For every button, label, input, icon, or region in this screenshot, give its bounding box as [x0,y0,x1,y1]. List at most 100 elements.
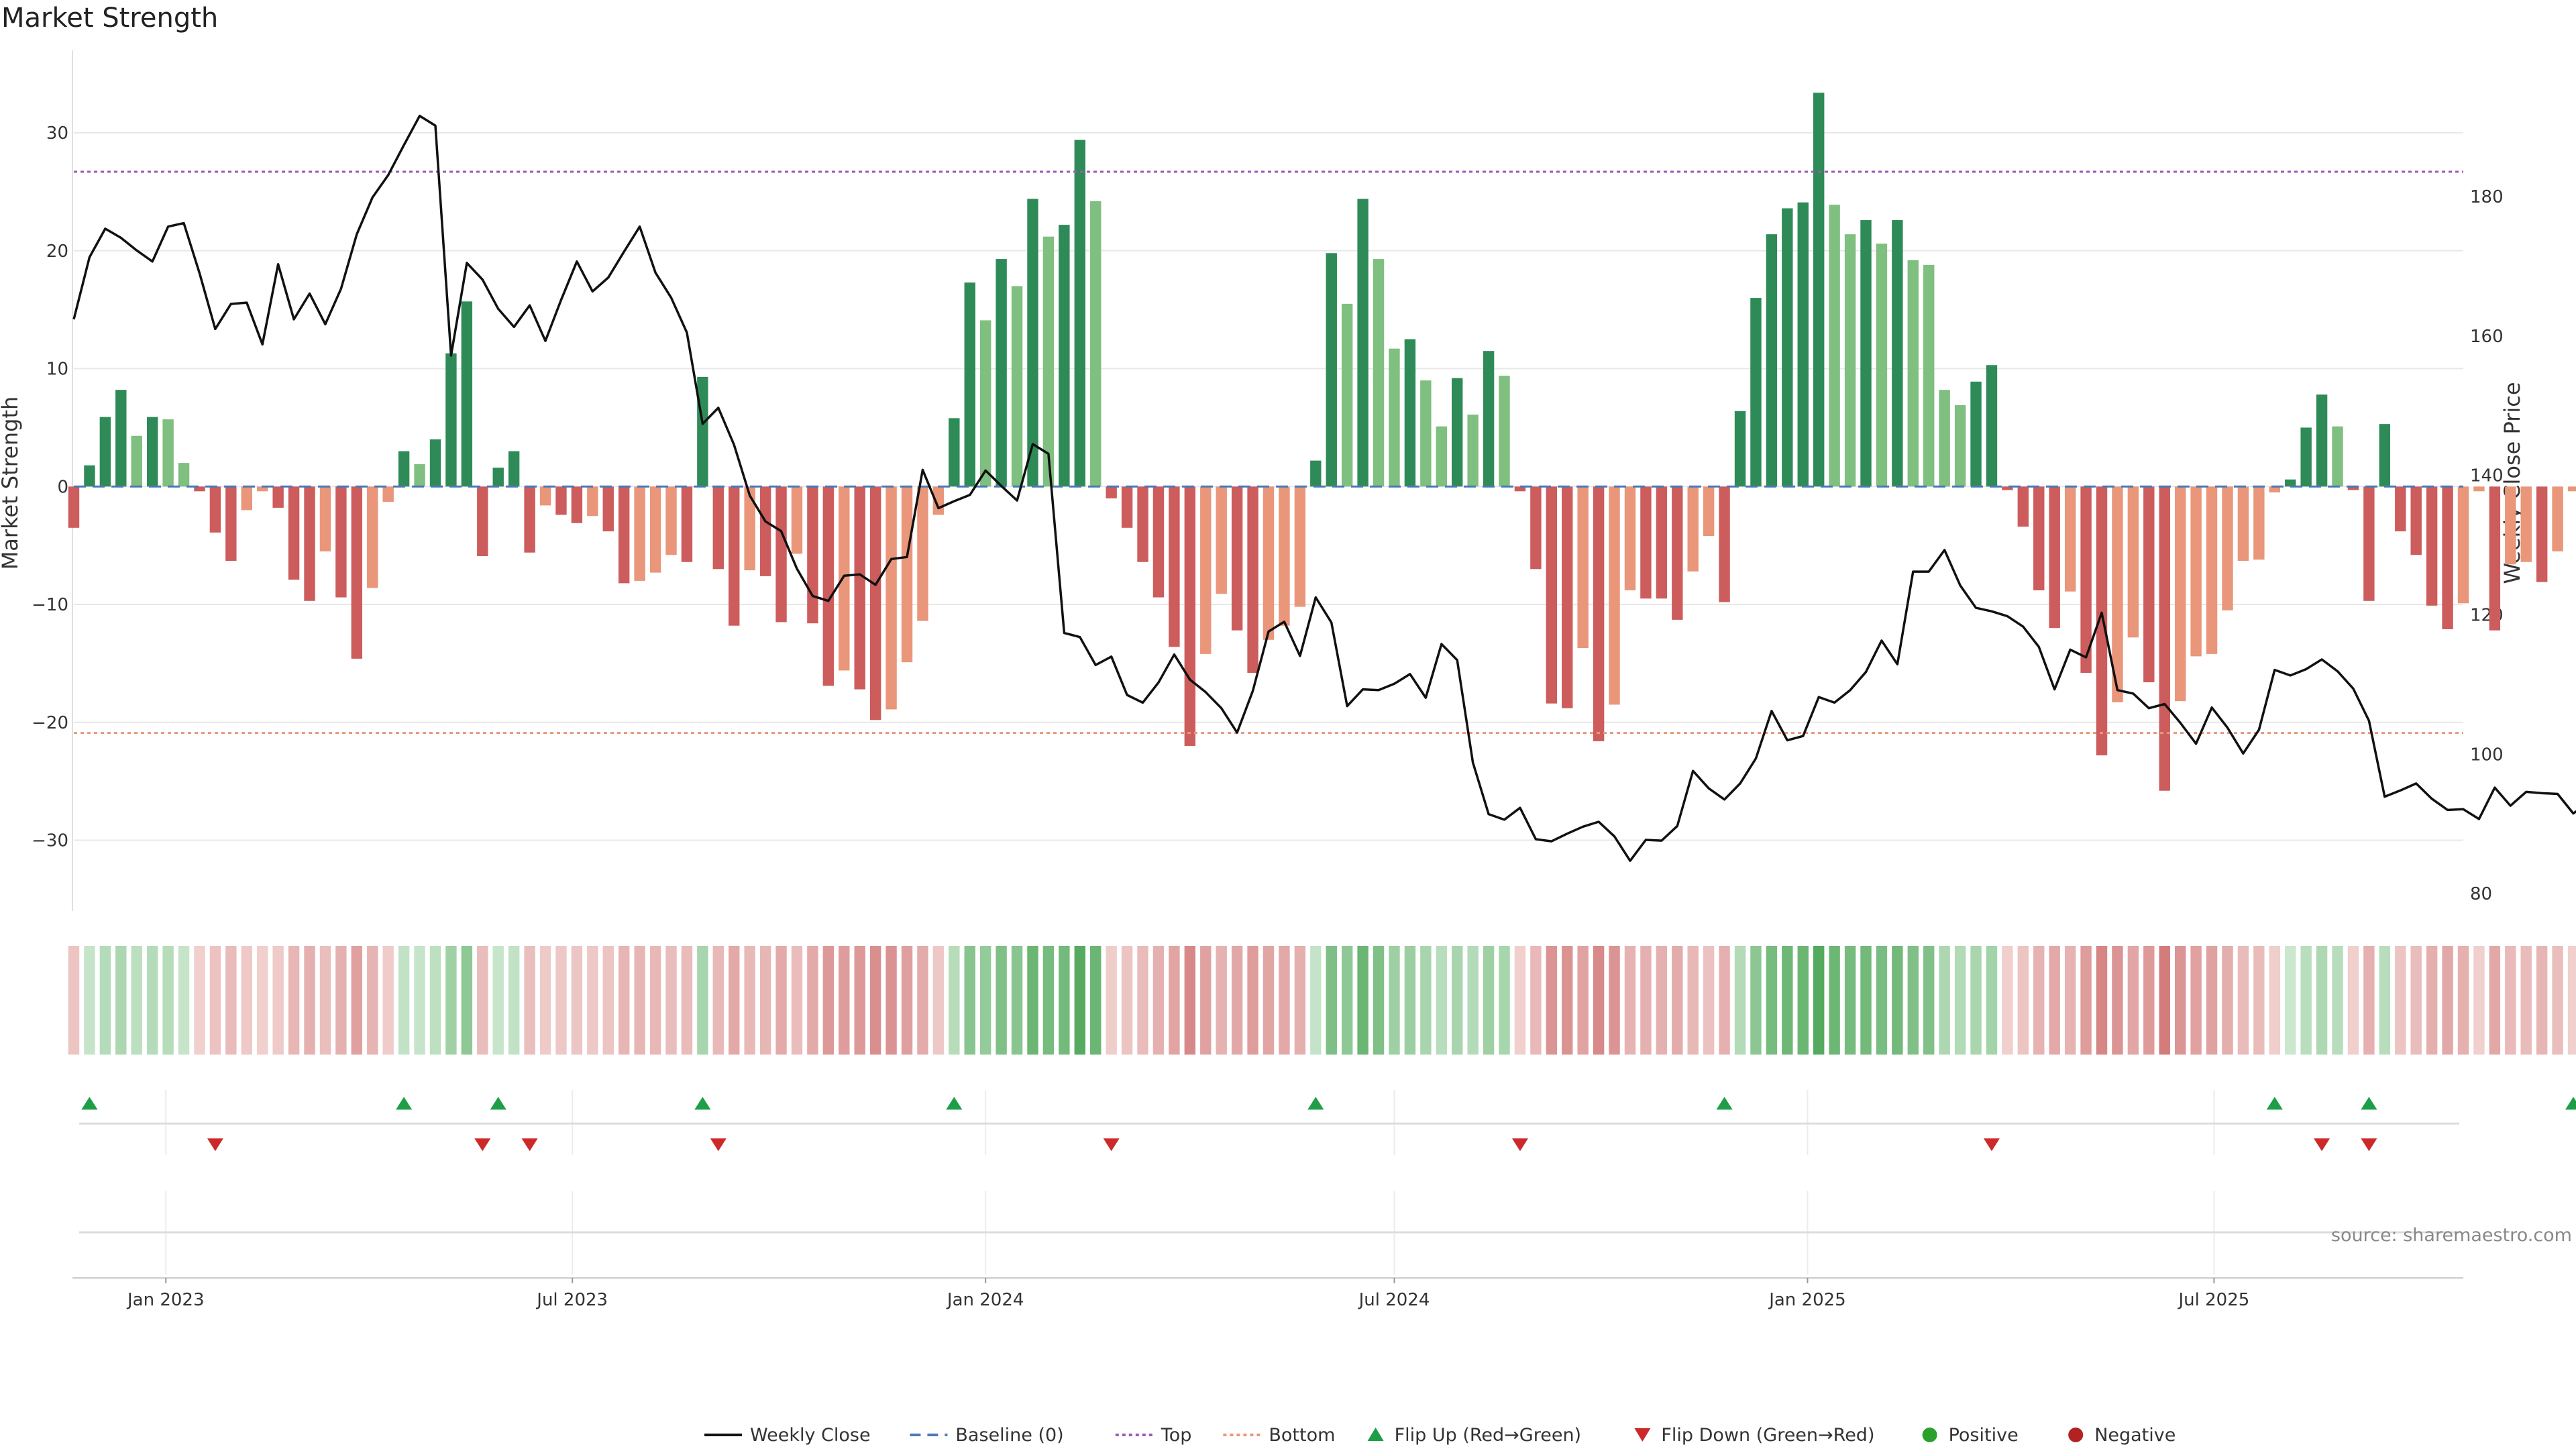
strength-bar [1970,381,1982,487]
strength-strip-cell [885,946,897,1055]
strength-bar [445,353,457,487]
legend-item: Flip Down (Green→Red) [1634,1425,1874,1446]
strength-strip-cell [1216,946,1227,1055]
strength-strip-cell [854,946,865,1055]
legend-label: Baseline (0) [955,1425,1063,1446]
strength-strip-cell [194,946,205,1055]
strength-strip-cell [571,946,583,1055]
strength-bar [1923,264,1935,487]
strength-bar [1436,426,1447,487]
strength-bar [1310,460,1322,487]
strength-bar [1829,205,1840,487]
strength-bar [1562,486,1573,708]
strength-bar [839,486,850,671]
strength-strip-cell [2002,946,2013,1055]
strength-strip-cell [1562,946,1573,1055]
strength-bar [2332,426,2343,487]
strength-strip-cell [1672,946,1683,1055]
strength-bar [1624,486,1636,590]
y2-tick-label: 180 [2470,187,2504,207]
strength-strip-cell [2567,946,2576,1055]
strength-bar [807,486,818,624]
strength-bar [1939,390,1950,487]
strength-strip-cell [2379,946,2391,1055]
flip-down-marker [2314,1138,2330,1151]
strength-bar [304,486,315,601]
strength-bar [2552,486,2563,551]
strength-strip-cell [602,946,614,1055]
strength-strip-cell [524,946,535,1055]
strength-strip-cell [2285,946,2296,1055]
strength-strip-cell [1042,946,1055,1055]
flip-down-marker [1511,1138,1528,1151]
strength-bar [1483,351,1495,487]
strength-strip-cell [2206,946,2218,1055]
strength-strip-cell [2143,946,2155,1055]
strength-bar [1907,260,1919,487]
x-tick-label: Jul 2024 [1358,1290,1430,1310]
strength-bar [99,417,111,487]
flip-down-marker [2361,1138,2377,1151]
strength-strip-cell [146,946,158,1055]
strength-strip-cell [1844,946,1856,1055]
strength-bar [917,486,928,621]
y-tick-label: −10 [32,595,68,615]
strength-bar [2567,486,2576,492]
legend-swatch [1634,1428,1651,1442]
strength-bar [1656,486,1668,599]
strength-strip-cell [1373,946,1385,1055]
strength-bar [209,486,221,533]
strength-bar [2159,486,2170,791]
strength-bar [2080,486,2092,673]
strength-bar [2536,486,2548,582]
strength-strip-cell [351,946,363,1055]
strength-strip-cell [1546,946,1558,1055]
strength-strip-cell [2237,946,2249,1055]
legend-item: Positive [1922,1425,2019,1446]
strength-strip-cell [2489,946,2501,1055]
strength-strip-cell [1860,946,1872,1055]
strength-strip-cell [1577,946,1589,1055]
strength-strip-cell [1892,946,1903,1055]
flip-markers [81,1097,2576,1151]
strength-strip-cell [869,946,881,1055]
strength-strip-cell [1247,946,1258,1055]
strength-bar [729,486,740,626]
strength-bar [524,486,535,553]
strength-bar [901,486,913,663]
strength-bar [2017,486,2029,527]
strength-bar [665,486,677,555]
legend-item: Negative [2068,1425,2176,1446]
strength-bar [1373,259,1385,487]
strength-strip-cell [2395,946,2406,1055]
strength-strip-cell [477,946,488,1055]
x-tick-label: Jul 2023 [535,1290,608,1310]
strength-bar [775,486,787,623]
strength-strip-cell [382,946,394,1055]
strength-strip-cell [1640,946,1652,1055]
strength-bar [1514,486,1526,492]
strength-strip-cell [2174,946,2186,1055]
legend-swatch [1922,1428,1937,1442]
strength-strip-cell [1530,946,1542,1055]
strength-bar [1027,199,1038,487]
strength-bar [2520,486,2532,562]
strength-strip-cell [539,946,551,1055]
y2-tick-label: 100 [2470,745,2504,765]
strength-strip-cell [2410,946,2422,1055]
strength-strip-cell [2505,946,2516,1055]
strength-bar [2442,486,2453,629]
strength-strip-cell [964,946,975,1055]
strength-bar [2363,486,2375,601]
strength-bar [162,419,174,487]
strength-strip-cell [681,946,693,1055]
strength-bar [1467,415,1479,487]
strength-bar [1986,365,1998,487]
strength-bar [1640,486,1652,599]
y2-tick-label: 140 [2470,466,2504,486]
strength-bar [1184,486,1196,746]
strength-bar [634,486,645,581]
strength-strip-cell [1184,946,1196,1055]
strength-strip-cell [2269,946,2280,1055]
strength-bar [885,486,897,710]
